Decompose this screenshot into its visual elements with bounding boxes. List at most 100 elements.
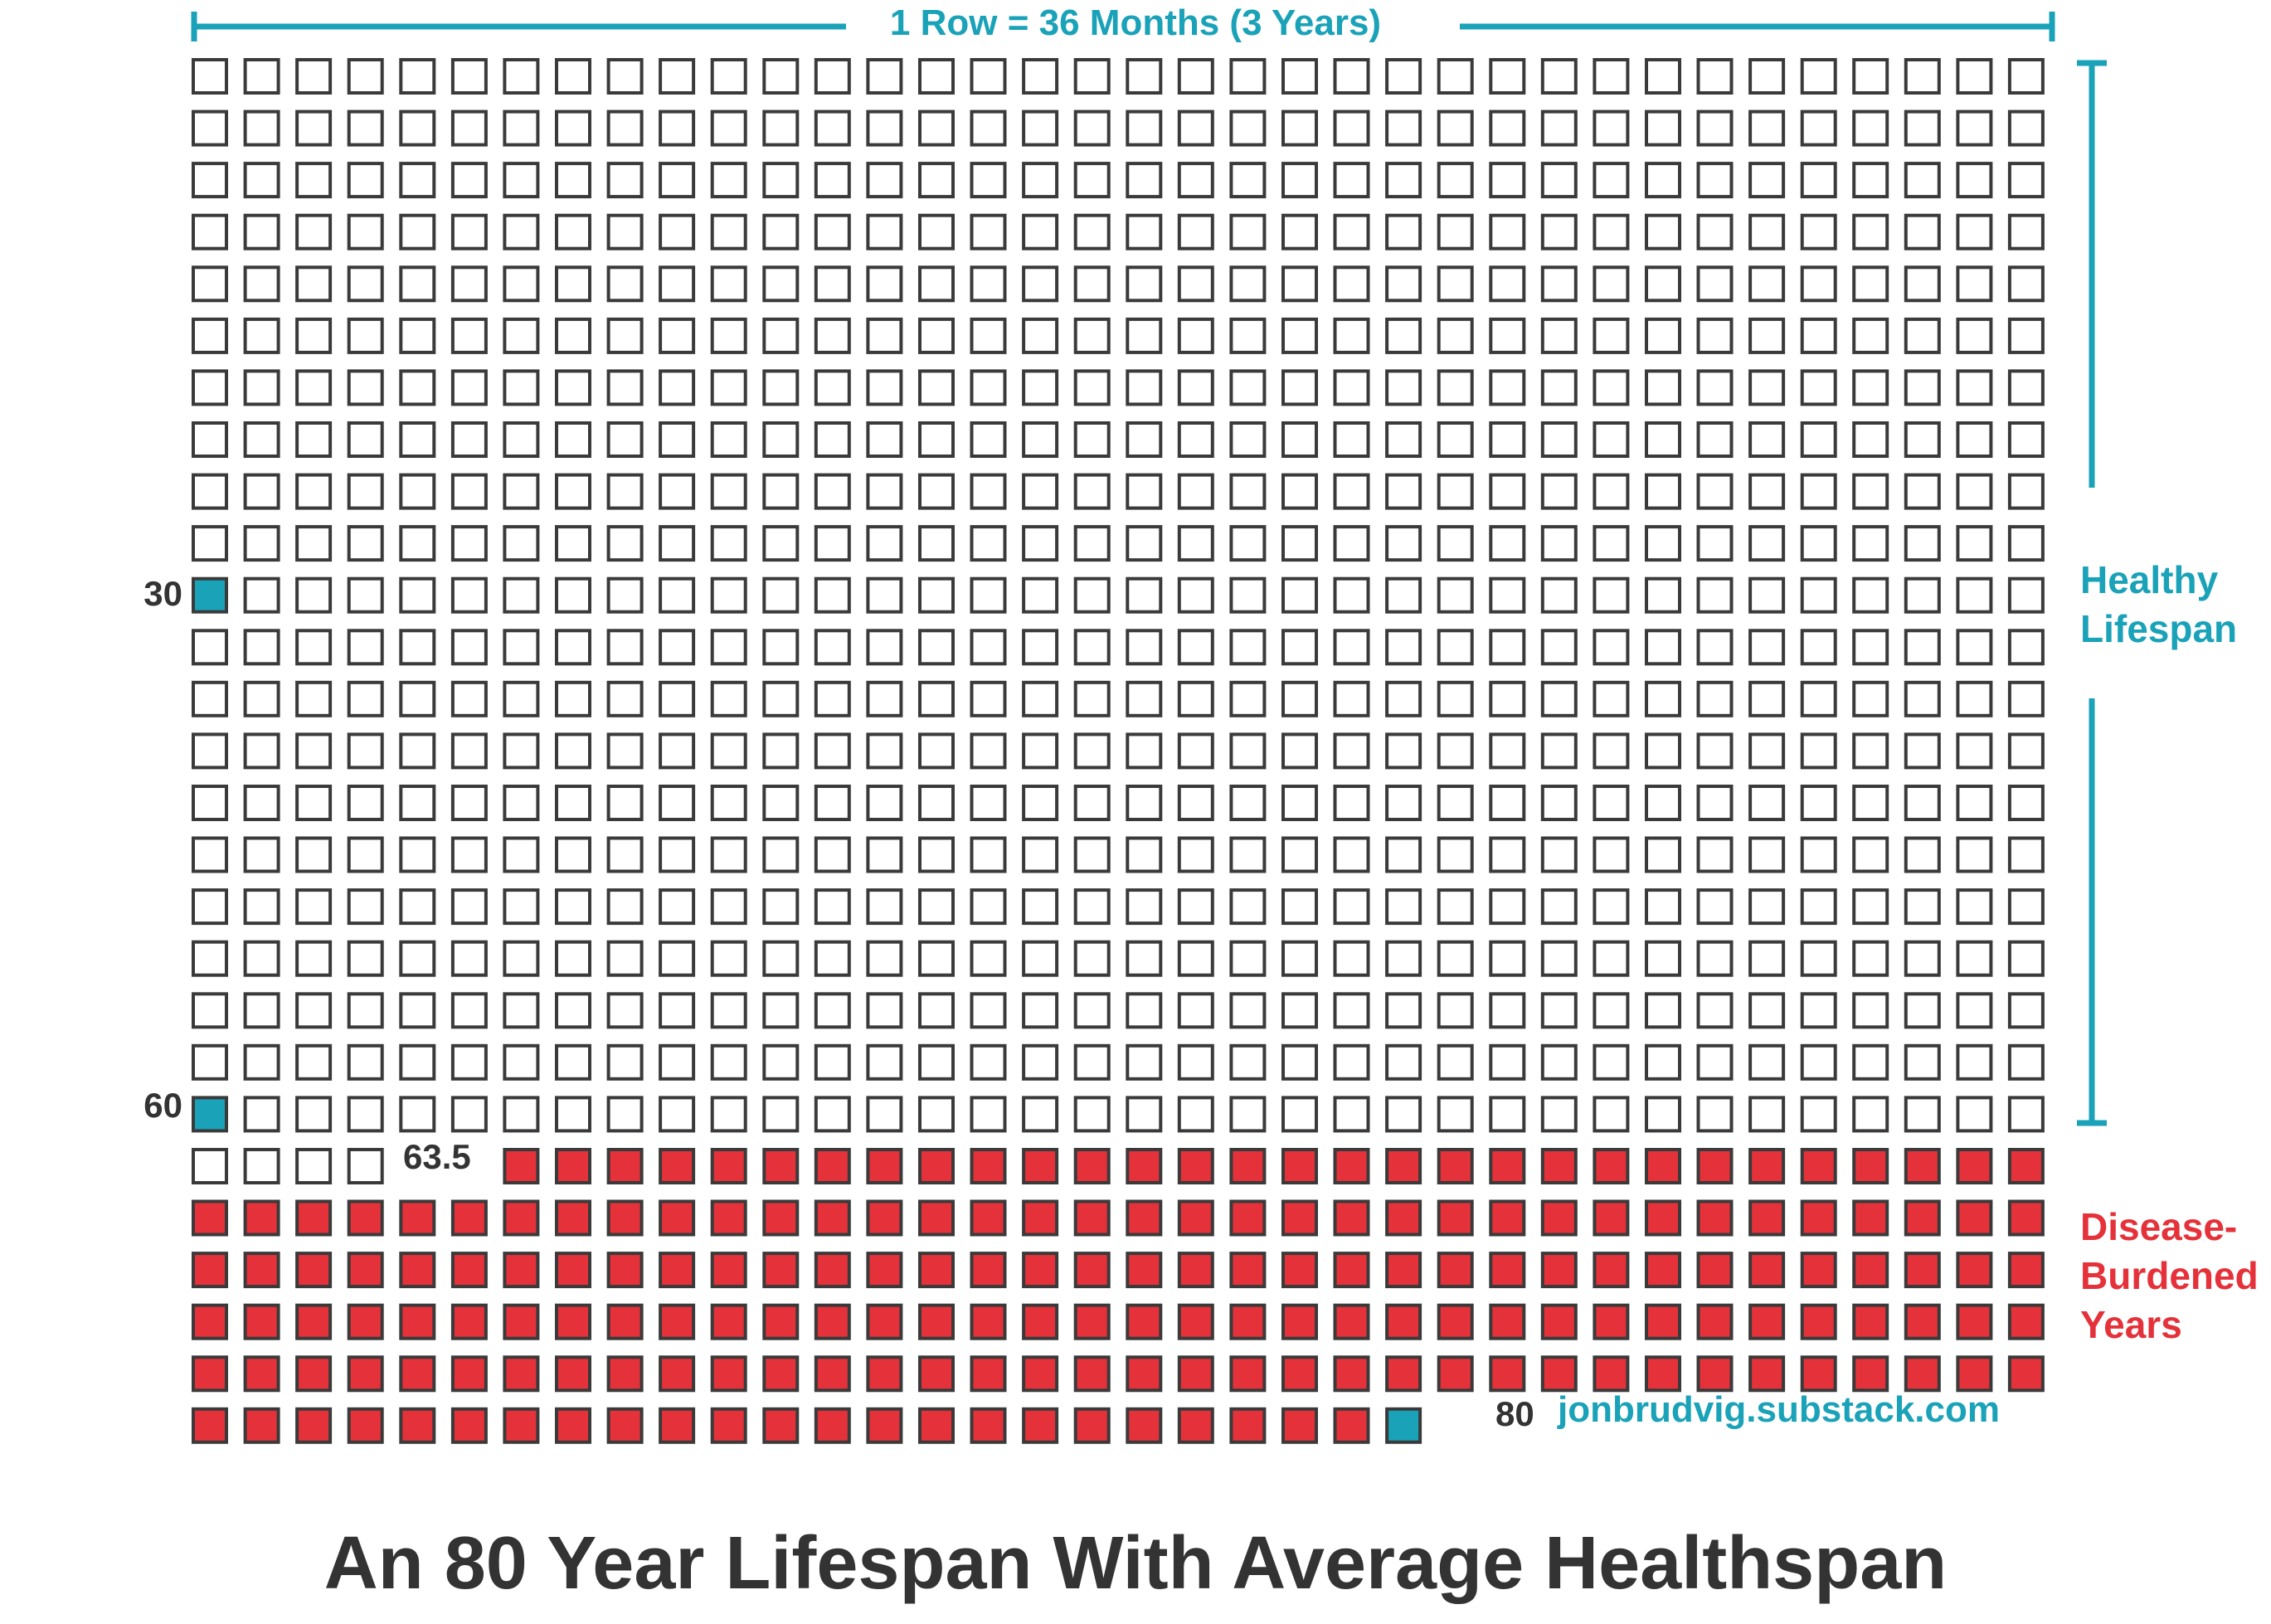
healthy-month-cell	[970, 162, 1007, 199]
healthy-month-cell	[762, 265, 800, 303]
disease-month-cell	[606, 1303, 644, 1340]
healthy-month-cell	[866, 888, 903, 926]
disease-month-cell	[1696, 1252, 1734, 1289]
healthy-month-cell	[710, 940, 747, 977]
healthy-month-cell	[866, 525, 903, 562]
healthy-month-cell	[1540, 1096, 1578, 1133]
healthy-month-cell	[503, 109, 540, 147]
healthy-month-cell	[503, 1043, 540, 1081]
healthy-month-cell	[1852, 265, 1889, 303]
disease-month-cell	[866, 1148, 903, 1184]
healthy-month-cell	[1333, 58, 1370, 95]
healthy-month-cell	[192, 473, 228, 510]
healthy-month-cell	[866, 109, 903, 147]
healthy-month-cell	[1281, 732, 1318, 770]
disease-month-cell	[1956, 1148, 1993, 1184]
healthy-month-cell	[1852, 940, 1889, 977]
healthy-month-cell	[762, 992, 800, 1029]
disease-month-cell	[399, 1199, 436, 1237]
disease-month-cell	[1852, 1252, 1889, 1289]
healthy-month-cell	[1852, 162, 1889, 199]
healthy-month-cell	[1126, 785, 1163, 821]
healthy-month-cell	[1540, 836, 1578, 873]
healthy-month-cell	[1593, 836, 1630, 873]
healthy-month-cell	[1177, 888, 1214, 926]
healthy-month-cell	[243, 162, 280, 199]
disease-month-cell	[243, 1355, 280, 1393]
disease-month-cell	[450, 1407, 488, 1444]
healthy-month-cell	[866, 732, 903, 770]
healthy-month-cell	[399, 525, 436, 562]
healthy-month-cell	[1333, 576, 1370, 614]
healthy-month-cell	[1281, 162, 1318, 199]
healthy-month-cell	[1126, 992, 1163, 1029]
disease-month-cell	[1800, 1252, 1837, 1289]
healthy-month-cell	[762, 680, 800, 717]
healthy-month-cell	[555, 836, 591, 873]
healthy-month-cell	[1126, 317, 1163, 354]
disease-month-cell	[243, 1303, 280, 1340]
healthy-month-cell	[606, 213, 644, 250]
healthy-month-cell	[1177, 1043, 1214, 1081]
healthy-month-cell	[1177, 109, 1214, 147]
disease-month-cell	[866, 1303, 903, 1340]
healthy-month-cell	[243, 109, 280, 147]
healthy-month-cell	[347, 317, 384, 354]
healthy-month-cell	[710, 109, 747, 147]
disease-month-cell	[1281, 1407, 1318, 1444]
source-url[interactable]: jonbrudvig.substack.com	[1558, 1389, 2000, 1430]
disease-month-cell	[1800, 1355, 1837, 1393]
healthy-month-cell	[1645, 58, 1681, 95]
healthy-month-cell	[1540, 629, 1578, 666]
healthy-month-cell	[1333, 473, 1370, 510]
healthy-month-cell	[1956, 732, 1993, 770]
healthy-month-cell	[399, 680, 436, 717]
disease-month-cell	[1333, 1407, 1370, 1444]
disease-month-cell	[1489, 1252, 1526, 1289]
disease-month-cell	[866, 1407, 903, 1444]
healthy-month-cell	[1540, 940, 1578, 977]
disease-month-cell	[866, 1252, 903, 1289]
healthy-month-cell	[814, 58, 851, 95]
healthy-month-cell	[1385, 213, 1422, 250]
healthy-month-cell	[918, 421, 955, 458]
healthy-month-cell	[1489, 265, 1526, 303]
healthy-month-cell	[555, 525, 591, 562]
healthy-month-cell	[1540, 785, 1578, 821]
healthy-month-cell	[1489, 680, 1526, 717]
healthy-month-cell	[192, 1043, 228, 1081]
healthy-month-cell	[814, 162, 851, 199]
healthy-month-cell	[606, 576, 644, 614]
healthy-month-cell	[503, 162, 540, 199]
healthy-month-cell	[1800, 369, 1837, 406]
healthy-month-cell	[1229, 58, 1267, 95]
healthy-month-cell	[347, 525, 384, 562]
disease-month-cell	[295, 1355, 333, 1393]
healthy-month-cell	[503, 317, 540, 354]
disease-month-cell	[503, 1303, 540, 1340]
healthy-month-cell	[1540, 473, 1578, 510]
healthy-month-cell	[1333, 680, 1370, 717]
healthy-month-cell	[814, 576, 851, 614]
healthy-month-cell	[762, 836, 800, 873]
age-30-label: 30	[143, 574, 182, 613]
row-scale-label: 1 Row = 36 Months (3 Years)	[0, 2, 2271, 43]
healthy-month-cell	[295, 576, 333, 614]
chart-title: An 80 Year Lifespan With Average Healths…	[323, 1522, 1948, 1605]
healthy-month-cell	[243, 940, 280, 977]
healthy-month-cell	[1229, 629, 1267, 666]
disease-month-cell	[1540, 1148, 1578, 1184]
healthy-month-cell	[606, 369, 644, 406]
disease-month-cell	[295, 1407, 333, 1444]
healthy-month-cell	[1852, 576, 1889, 614]
healthy-month-cell	[1540, 421, 1578, 458]
row-scale-text: 1 Row = 36 Months (3 Years)	[864, 2, 1407, 43]
healthy-month-cell	[1281, 888, 1318, 926]
healthy-month-cell	[970, 888, 1007, 926]
healthy-month-cell	[1852, 785, 1889, 821]
healthy-month-cell	[1437, 732, 1474, 770]
healthy-month-cell	[555, 473, 591, 510]
healthy-month-cell	[606, 888, 644, 926]
healthy-month-cell	[1333, 785, 1370, 821]
disease-month-cell	[970, 1407, 1007, 1444]
